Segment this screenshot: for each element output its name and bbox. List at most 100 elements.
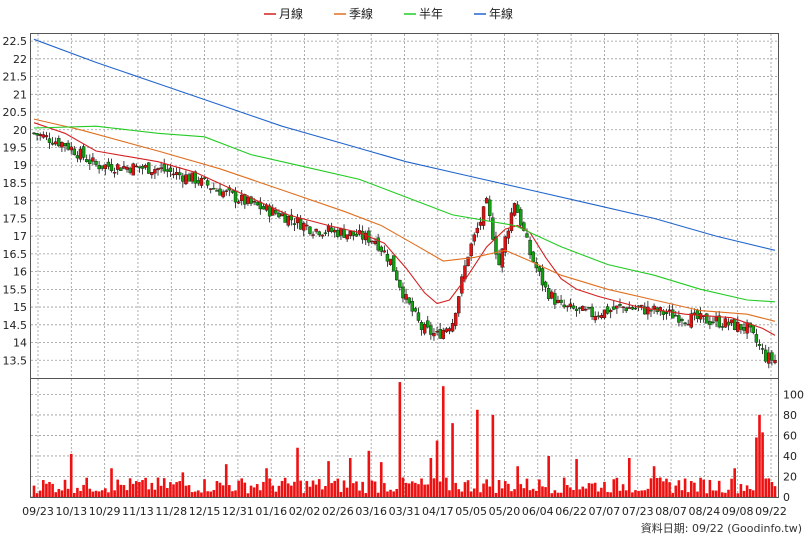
volume-bar (643, 490, 647, 497)
volume-bar (156, 477, 160, 497)
candle-body (333, 229, 337, 233)
volume-bar (758, 414, 761, 497)
price-tick-label: 14.5 (3, 319, 28, 332)
volume-bar (255, 484, 259, 497)
volume-bar (38, 490, 42, 497)
volume-bar (153, 489, 157, 497)
candle-body (360, 230, 365, 240)
volume-bar (364, 493, 368, 497)
candle-body (398, 279, 402, 288)
legend-label-2: 半年 (419, 7, 443, 21)
candle-body (289, 214, 294, 221)
moving-average-lines (33, 38, 776, 336)
volume-bar (689, 480, 693, 497)
candle-body (125, 166, 129, 170)
volume-bar (85, 477, 89, 497)
candle-body (261, 206, 266, 210)
volume-bar (166, 488, 169, 497)
volume-bar (60, 490, 64, 497)
volume-bar (32, 485, 36, 497)
volume-bar (587, 483, 591, 497)
candle-body (326, 225, 331, 232)
volume-bar (271, 485, 275, 497)
candle-body (670, 309, 675, 319)
volume-bar (507, 483, 510, 497)
candle-body (562, 304, 566, 308)
candle-body (116, 164, 120, 170)
volume-bar (445, 477, 448, 497)
candle-body (376, 237, 380, 251)
candle-body (565, 305, 569, 308)
candle-body (512, 203, 517, 216)
volume-bar (361, 481, 364, 497)
candle-body (277, 212, 281, 218)
candle-body (131, 163, 135, 176)
volume-bar (35, 493, 39, 497)
volume-bar (770, 482, 774, 497)
volume-bar (584, 488, 588, 497)
price-tick-label: 20 (13, 124, 27, 137)
candle-body (373, 240, 377, 245)
volume-bar (426, 484, 430, 497)
candle-body (624, 307, 628, 312)
candle-body (528, 239, 532, 256)
volume-bar (503, 481, 507, 497)
candle-body (426, 320, 430, 328)
candle-body (612, 306, 616, 310)
candle-body (525, 233, 529, 238)
volume-bar (162, 478, 166, 497)
volume-bars (32, 382, 777, 497)
candle-body (292, 223, 297, 225)
candle-body (314, 228, 318, 232)
candle-body (178, 172, 182, 176)
candle-body (221, 191, 225, 198)
candle-body (205, 180, 210, 186)
volume-bar (414, 482, 417, 497)
volume-bar (448, 490, 451, 497)
candle-body (128, 167, 132, 173)
volume-bar (138, 482, 141, 497)
volume-bar (624, 490, 628, 497)
volume-bar (249, 485, 253, 497)
volume-bar (578, 489, 581, 497)
candle-body (618, 304, 622, 306)
candle-body (491, 217, 495, 240)
candle-body (736, 322, 740, 332)
candle-body (339, 228, 343, 236)
candle-body (506, 230, 511, 239)
candle-body (497, 253, 501, 266)
volume-bar (57, 488, 61, 497)
volume-bar (491, 414, 495, 497)
candle-body (593, 315, 597, 321)
volume-bar (683, 478, 687, 497)
candle-body (354, 233, 359, 237)
volume-tick-label: 100 (783, 388, 804, 401)
volume-bar (593, 482, 597, 497)
candle-body (543, 281, 548, 288)
volume-bar (317, 479, 321, 497)
candle-body (85, 159, 89, 162)
volume-bar (432, 478, 436, 497)
volume-bar (562, 477, 566, 497)
volume-bar (333, 480, 337, 497)
volume-bar (79, 490, 82, 497)
volume-bar (135, 481, 138, 497)
volume-bar (373, 481, 377, 497)
volume-bar (228, 485, 231, 497)
candle-body (457, 296, 461, 314)
date-tick-label: 07/23 (622, 505, 654, 518)
volume-bar (671, 492, 674, 497)
volume-bar (516, 466, 519, 497)
candle-body (546, 288, 551, 299)
volume-bar (311, 480, 315, 497)
volume-bar (590, 483, 594, 497)
candle-body (484, 198, 489, 204)
volume-tick-label: 80 (783, 409, 797, 422)
candle-body (153, 169, 157, 174)
candle-body (134, 165, 139, 168)
volume-tick-label: 0 (783, 491, 790, 504)
date-tick-label: 05/05 (455, 505, 487, 518)
volume-tick-label: 20 (783, 470, 797, 483)
volume-bar (141, 480, 144, 497)
date-tick-label: 11/28 (155, 505, 187, 518)
